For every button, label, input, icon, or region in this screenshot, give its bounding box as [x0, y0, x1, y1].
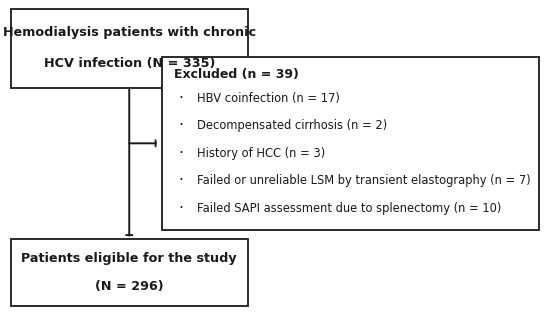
Text: ·: ·	[179, 118, 184, 134]
Text: (N = 296): (N = 296)	[95, 279, 163, 293]
Text: HCV infection (N = 335): HCV infection (N = 335)	[43, 57, 215, 71]
Text: History of HCC (n = 3): History of HCC (n = 3)	[197, 147, 326, 160]
Text: Failed or unreliable LSM by transient elastography (n = 7): Failed or unreliable LSM by transient el…	[197, 174, 531, 187]
Text: ·: ·	[179, 146, 184, 161]
Text: HBV coinfection (n = 17): HBV coinfection (n = 17)	[197, 92, 340, 105]
FancyBboxPatch shape	[162, 57, 539, 230]
FancyBboxPatch shape	[11, 239, 248, 306]
Text: ·: ·	[179, 173, 184, 188]
Text: Patients eligible for the study: Patients eligible for the study	[21, 252, 237, 265]
FancyBboxPatch shape	[11, 9, 248, 88]
Text: Hemodialysis patients with chronic: Hemodialysis patients with chronic	[3, 26, 256, 39]
Text: Decompensated cirrhosis (n = 2): Decompensated cirrhosis (n = 2)	[197, 119, 388, 133]
Text: ·: ·	[179, 201, 184, 216]
Text: Failed SAPI assessment due to splenectomy (n = 10): Failed SAPI assessment due to splenectom…	[197, 202, 502, 215]
Text: ·: ·	[179, 91, 184, 106]
Text: Excluded (n = 39): Excluded (n = 39)	[174, 68, 299, 82]
